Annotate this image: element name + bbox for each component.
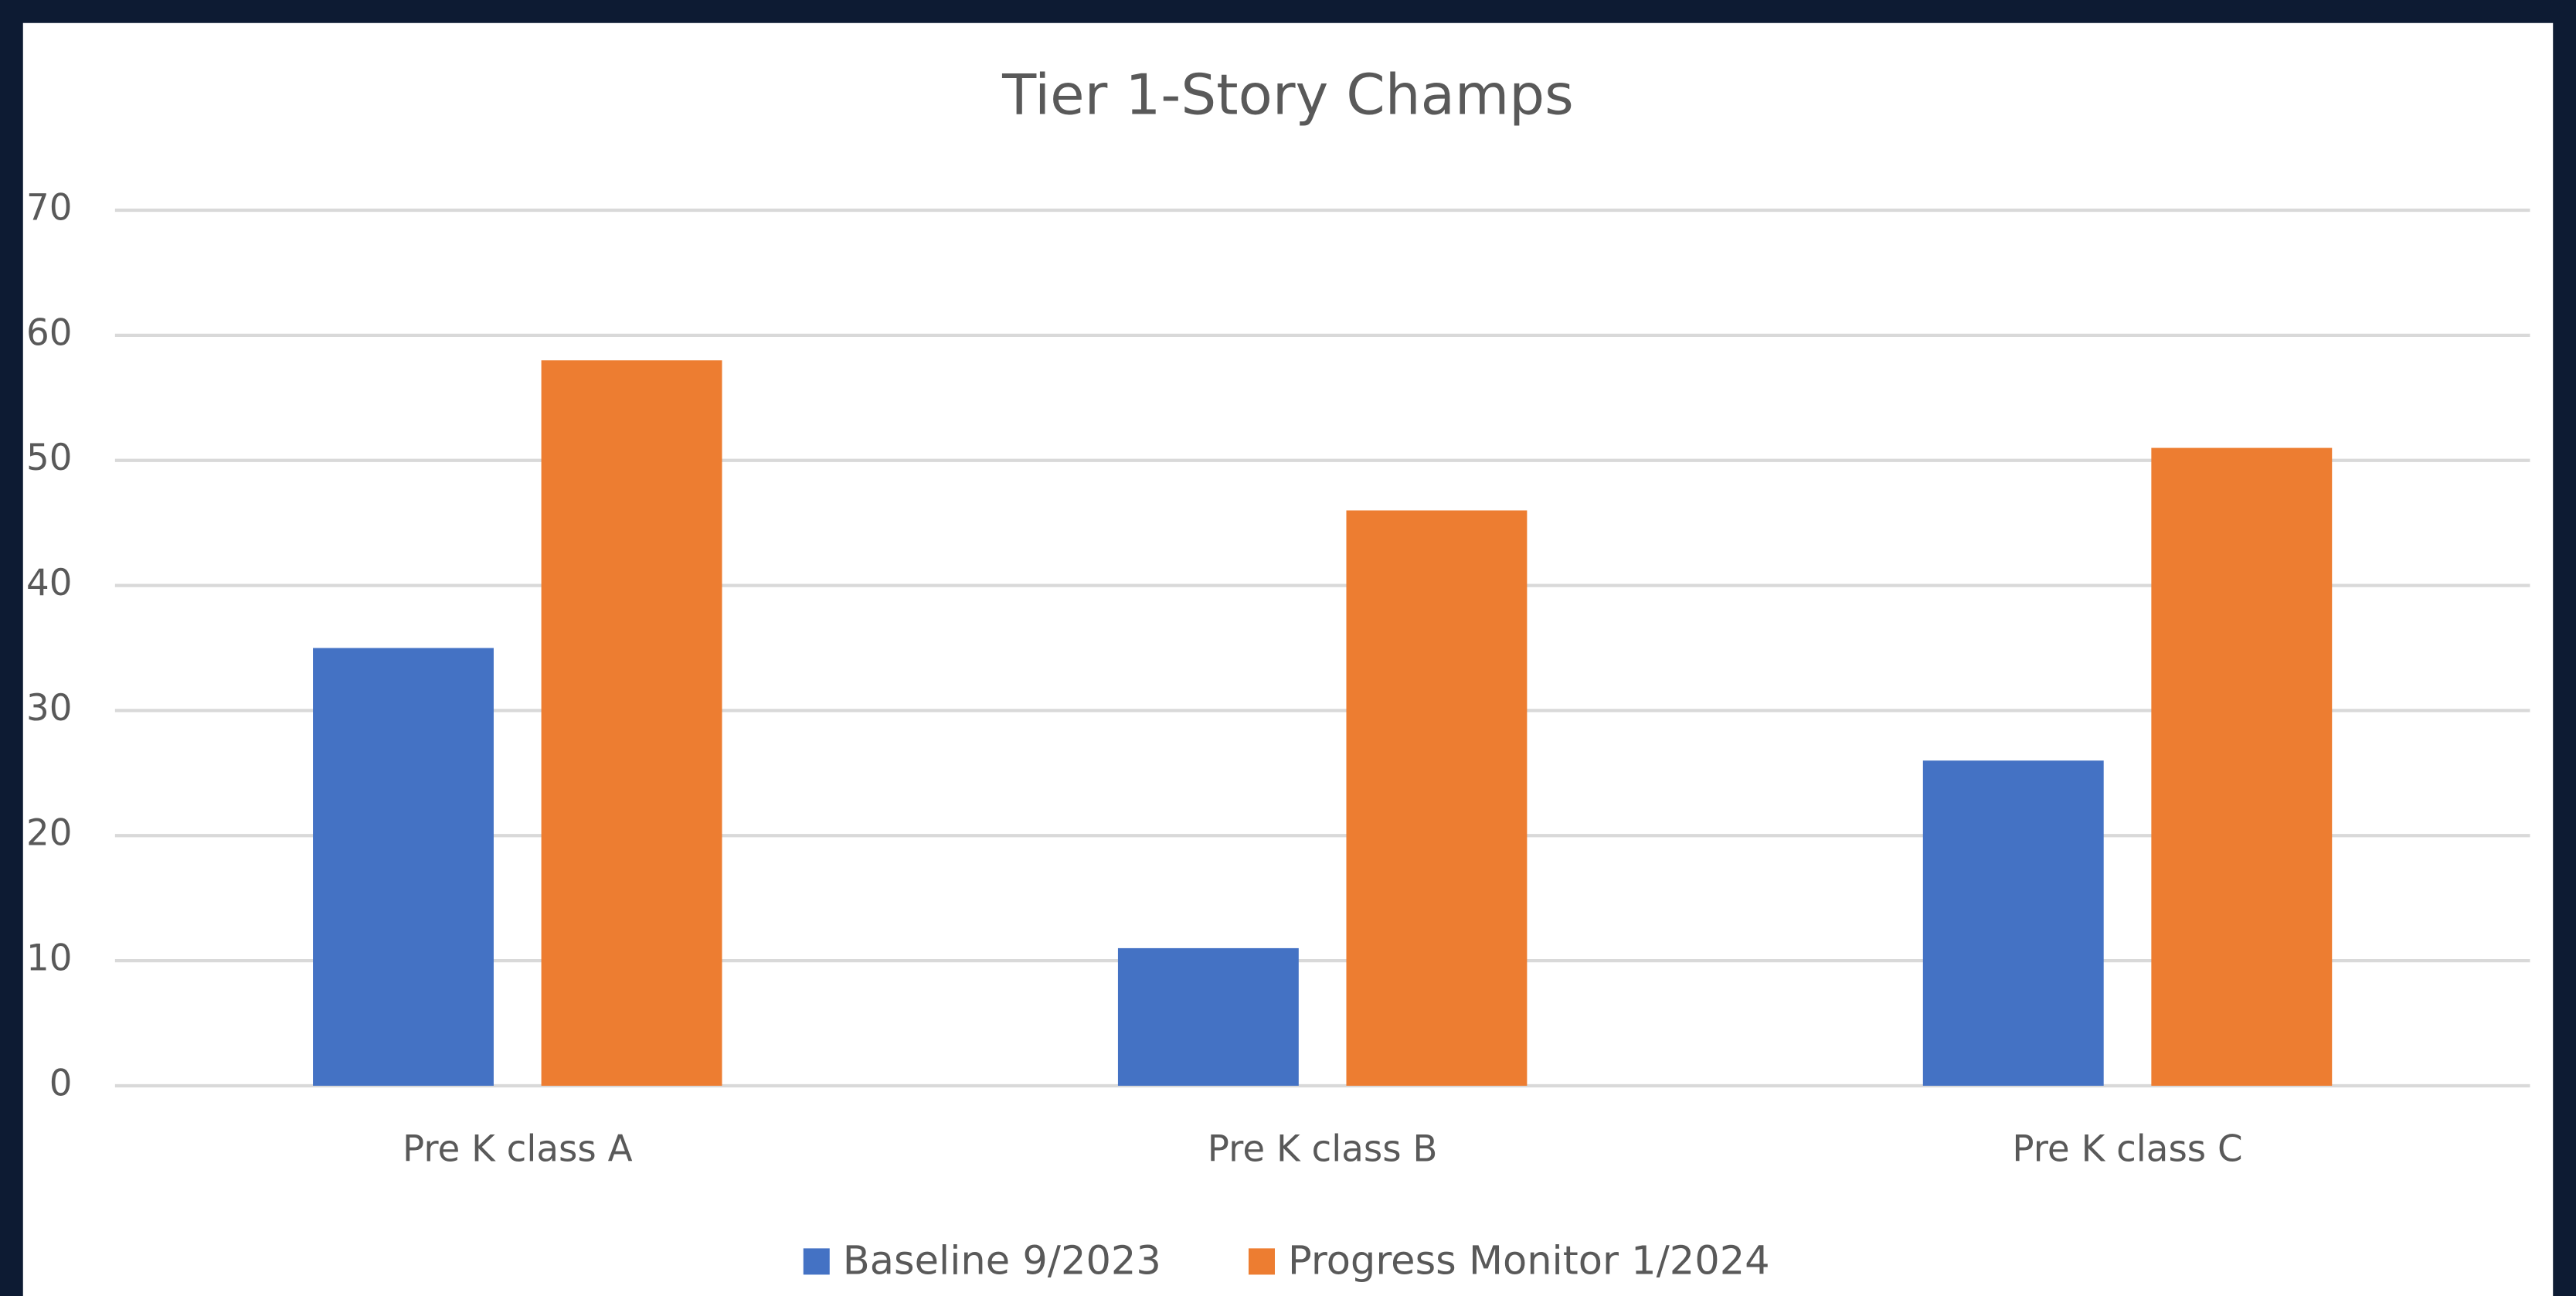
y-tick-label: 10 xyxy=(26,938,73,980)
y-tick-label: 0 xyxy=(49,1063,73,1104)
bar xyxy=(1922,760,2104,1086)
chart-title: Tier 1-Story Champs xyxy=(1001,63,1574,128)
x-tick-label: Pre K class B xyxy=(1208,1128,1438,1170)
bar xyxy=(2151,447,2333,1086)
y-tick-label: 40 xyxy=(26,563,73,604)
bar xyxy=(1346,510,1528,1086)
legend-label: Baseline 9/2023 xyxy=(843,1238,1161,1284)
bar xyxy=(313,648,494,1086)
y-tick-label: 50 xyxy=(26,437,73,479)
legend-swatch xyxy=(803,1248,830,1275)
bar xyxy=(541,360,722,1086)
y-tick-label: 30 xyxy=(26,688,73,730)
y-tick-label: 70 xyxy=(26,188,73,230)
legend-swatch xyxy=(1248,1248,1275,1275)
y-tick-label: 20 xyxy=(26,813,73,855)
bar xyxy=(1117,947,1299,1086)
x-tick-label: Pre K class C xyxy=(2012,1128,2242,1170)
y-tick-label: 60 xyxy=(26,312,73,354)
x-tick-label: Pre K class A xyxy=(403,1128,633,1170)
legend-label: Progress Monitor 1/2024 xyxy=(1288,1238,1770,1284)
